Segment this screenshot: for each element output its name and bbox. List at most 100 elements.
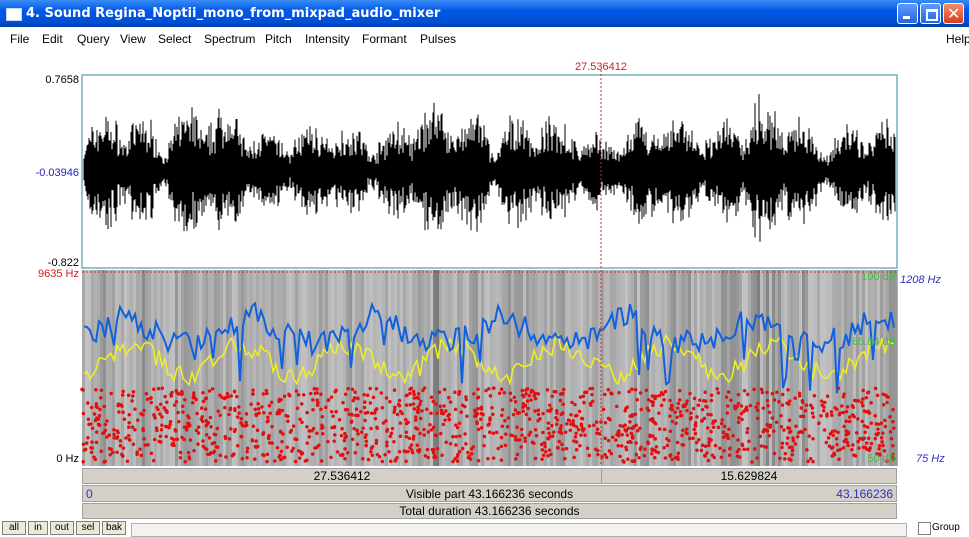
spectrogram-column [430,270,433,466]
zoom-button[interactable]: all [2,521,26,535]
zoom-button[interactable]: sel [76,521,100,535]
scrollbar[interactable] [131,523,907,537]
cursor-time: 27.536412 [575,61,627,73]
spectrogram-column [643,270,646,466]
spectrogram-column [283,270,286,466]
spectrogram-column [187,270,190,466]
spectrogram-column [445,270,448,466]
spectrogram-column [592,270,595,466]
spectrogram-column [715,270,718,466]
spectrogram-column [496,270,499,466]
spectrogram-column [448,270,451,466]
spectrogram-column [184,270,187,466]
spectrogram-column [655,270,658,466]
spectrogram-column [220,270,223,466]
menu-bar: Help File Edit Query View Select Spectrum Pitc… [0,28,969,50]
menu-item[interactable]: Spectrum [204,32,255,46]
spectrogram-column [415,270,418,466]
spectrogram-column [217,270,220,466]
spectrogram-column [763,270,766,466]
spectrogram-column [475,270,478,466]
spectrogram-column [235,270,238,466]
menu-item[interactable]: Formant [362,32,407,46]
spectrogram-column [865,270,868,466]
spectrogram-column [544,270,547,466]
spectrogram-column [661,270,664,466]
menu-item[interactable]: Select [158,32,191,46]
spectrogram-column [886,270,889,466]
spectrogram-column [190,270,193,466]
menu-item[interactable]: File [10,32,29,46]
group-checkbox[interactable] [918,522,931,535]
spectrogram-column [427,270,430,466]
spectrogram-column [133,270,136,466]
spectrogram-column [571,270,574,466]
spectrogram-column [607,270,610,466]
spectrogram-column [298,270,301,466]
zoom-button[interactable]: bak [102,521,126,535]
menu-item[interactable]: View [120,32,146,46]
spectrogram-column [139,270,142,466]
segment-right[interactable]: 15.629824 [601,468,897,484]
spectrogram-column [709,270,712,466]
spectrogram-column [505,270,508,466]
total-duration-bar[interactable]: Total duration 43.166236 seconds [82,503,897,519]
restore-button[interactable] [920,3,941,24]
spectrogram-column [154,270,157,466]
spectrogram-column [538,270,541,466]
spectrogram-column [874,270,877,466]
app-icon [6,8,22,21]
spectrogram-column [286,270,289,466]
menu-item[interactable]: Pulses [420,32,456,46]
menu-help[interactable]: Help [946,32,969,46]
segment-left[interactable]: 27.536412 [82,468,602,484]
close-button[interactable]: ✕ [943,3,964,24]
spectrogram-column [673,270,676,466]
visible-label: Visible part 43.166236 seconds [83,487,896,501]
spectrogram-column [358,270,361,466]
editor-canvas: 27.536412 0.7658 -0.03946 -0.822 9635 Hz… [0,50,969,468]
spectrogram-column [442,270,445,466]
spectrogram-column [376,270,379,466]
zoom-button[interactable]: in [28,521,48,535]
zoom-button[interactable]: out [50,521,74,535]
intensity-mid: 65.84 dB [852,336,896,348]
spectrogram-column [316,270,319,466]
spectrogram-column [877,270,880,466]
waveform-mid: -0.03946 [36,167,79,179]
spectrogram-column [205,270,208,466]
window-title: 4. Sound Regina_Noptii_mono_from_mixpad_… [26,6,440,21]
spectrogram-column [697,270,700,466]
menu-item[interactable]: Query [77,32,110,46]
spectrogram-column [541,270,544,466]
spectrogram-column [151,270,154,466]
spectrogram-column [319,270,322,466]
spectrogram-column [466,270,469,466]
spectrogram-column [142,270,145,466]
spectrogram-column [595,270,598,466]
spectrogram-column [469,270,472,466]
spectrogram-column [121,270,124,466]
intensity-top: 100 dB [861,271,896,283]
spectrogram-column [883,270,886,466]
spectrogram-column [472,270,475,466]
spectrogram [82,270,898,466]
spectrogram-column [325,270,328,466]
menu-item[interactable]: Pitch [265,32,292,46]
minimize-button[interactable] [897,3,918,24]
spectrogram-column [196,270,199,466]
spectrogram-column [565,270,568,466]
menu-item[interactable]: Edit [42,32,63,46]
visible-part-bar[interactable]: 0 Visible part 43.166236 seconds 43.1662… [82,485,897,502]
spectrogram-column [478,270,481,466]
spectrogram-column [622,270,625,466]
menu-item[interactable]: Intensity [305,32,350,46]
spectrogram-column [859,270,862,466]
spectrogram-column [586,270,589,466]
spectrogram-column [172,270,175,466]
spectrogram-column [820,270,823,466]
group-label: Group [932,522,960,533]
spectrogram-column [772,270,775,466]
spectrogram-column [841,270,844,466]
spectrogram-column [214,270,217,466]
